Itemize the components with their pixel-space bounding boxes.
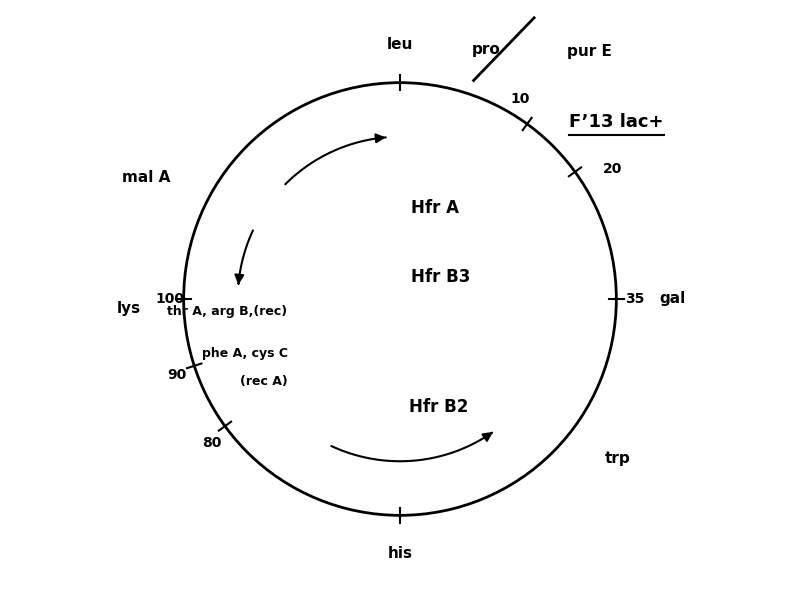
Text: 90: 90 xyxy=(167,368,186,382)
Text: (rec A): (rec A) xyxy=(240,375,287,388)
Text: Hfr B3: Hfr B3 xyxy=(411,269,470,286)
Text: pur E: pur E xyxy=(567,44,612,59)
Text: his: his xyxy=(387,545,413,560)
Text: 20: 20 xyxy=(602,162,622,176)
Text: trp: trp xyxy=(605,451,630,466)
Text: phe A, cys C: phe A, cys C xyxy=(202,347,287,359)
Text: thr A, arg B,(rec): thr A, arg B,(rec) xyxy=(167,306,287,319)
Text: 80: 80 xyxy=(202,436,222,450)
Text: mal A: mal A xyxy=(122,170,170,185)
Text: 35: 35 xyxy=(625,292,645,306)
Text: 10: 10 xyxy=(510,91,530,106)
Text: 100: 100 xyxy=(155,292,185,306)
Text: Hfr B2: Hfr B2 xyxy=(410,398,469,416)
Text: gal: gal xyxy=(660,291,686,307)
Text: lys: lys xyxy=(117,301,141,316)
Text: F’13 lac+: F’13 lac+ xyxy=(569,112,663,130)
Text: pro: pro xyxy=(471,42,500,57)
Text: Hfr A: Hfr A xyxy=(411,199,459,217)
Text: leu: leu xyxy=(387,38,413,53)
